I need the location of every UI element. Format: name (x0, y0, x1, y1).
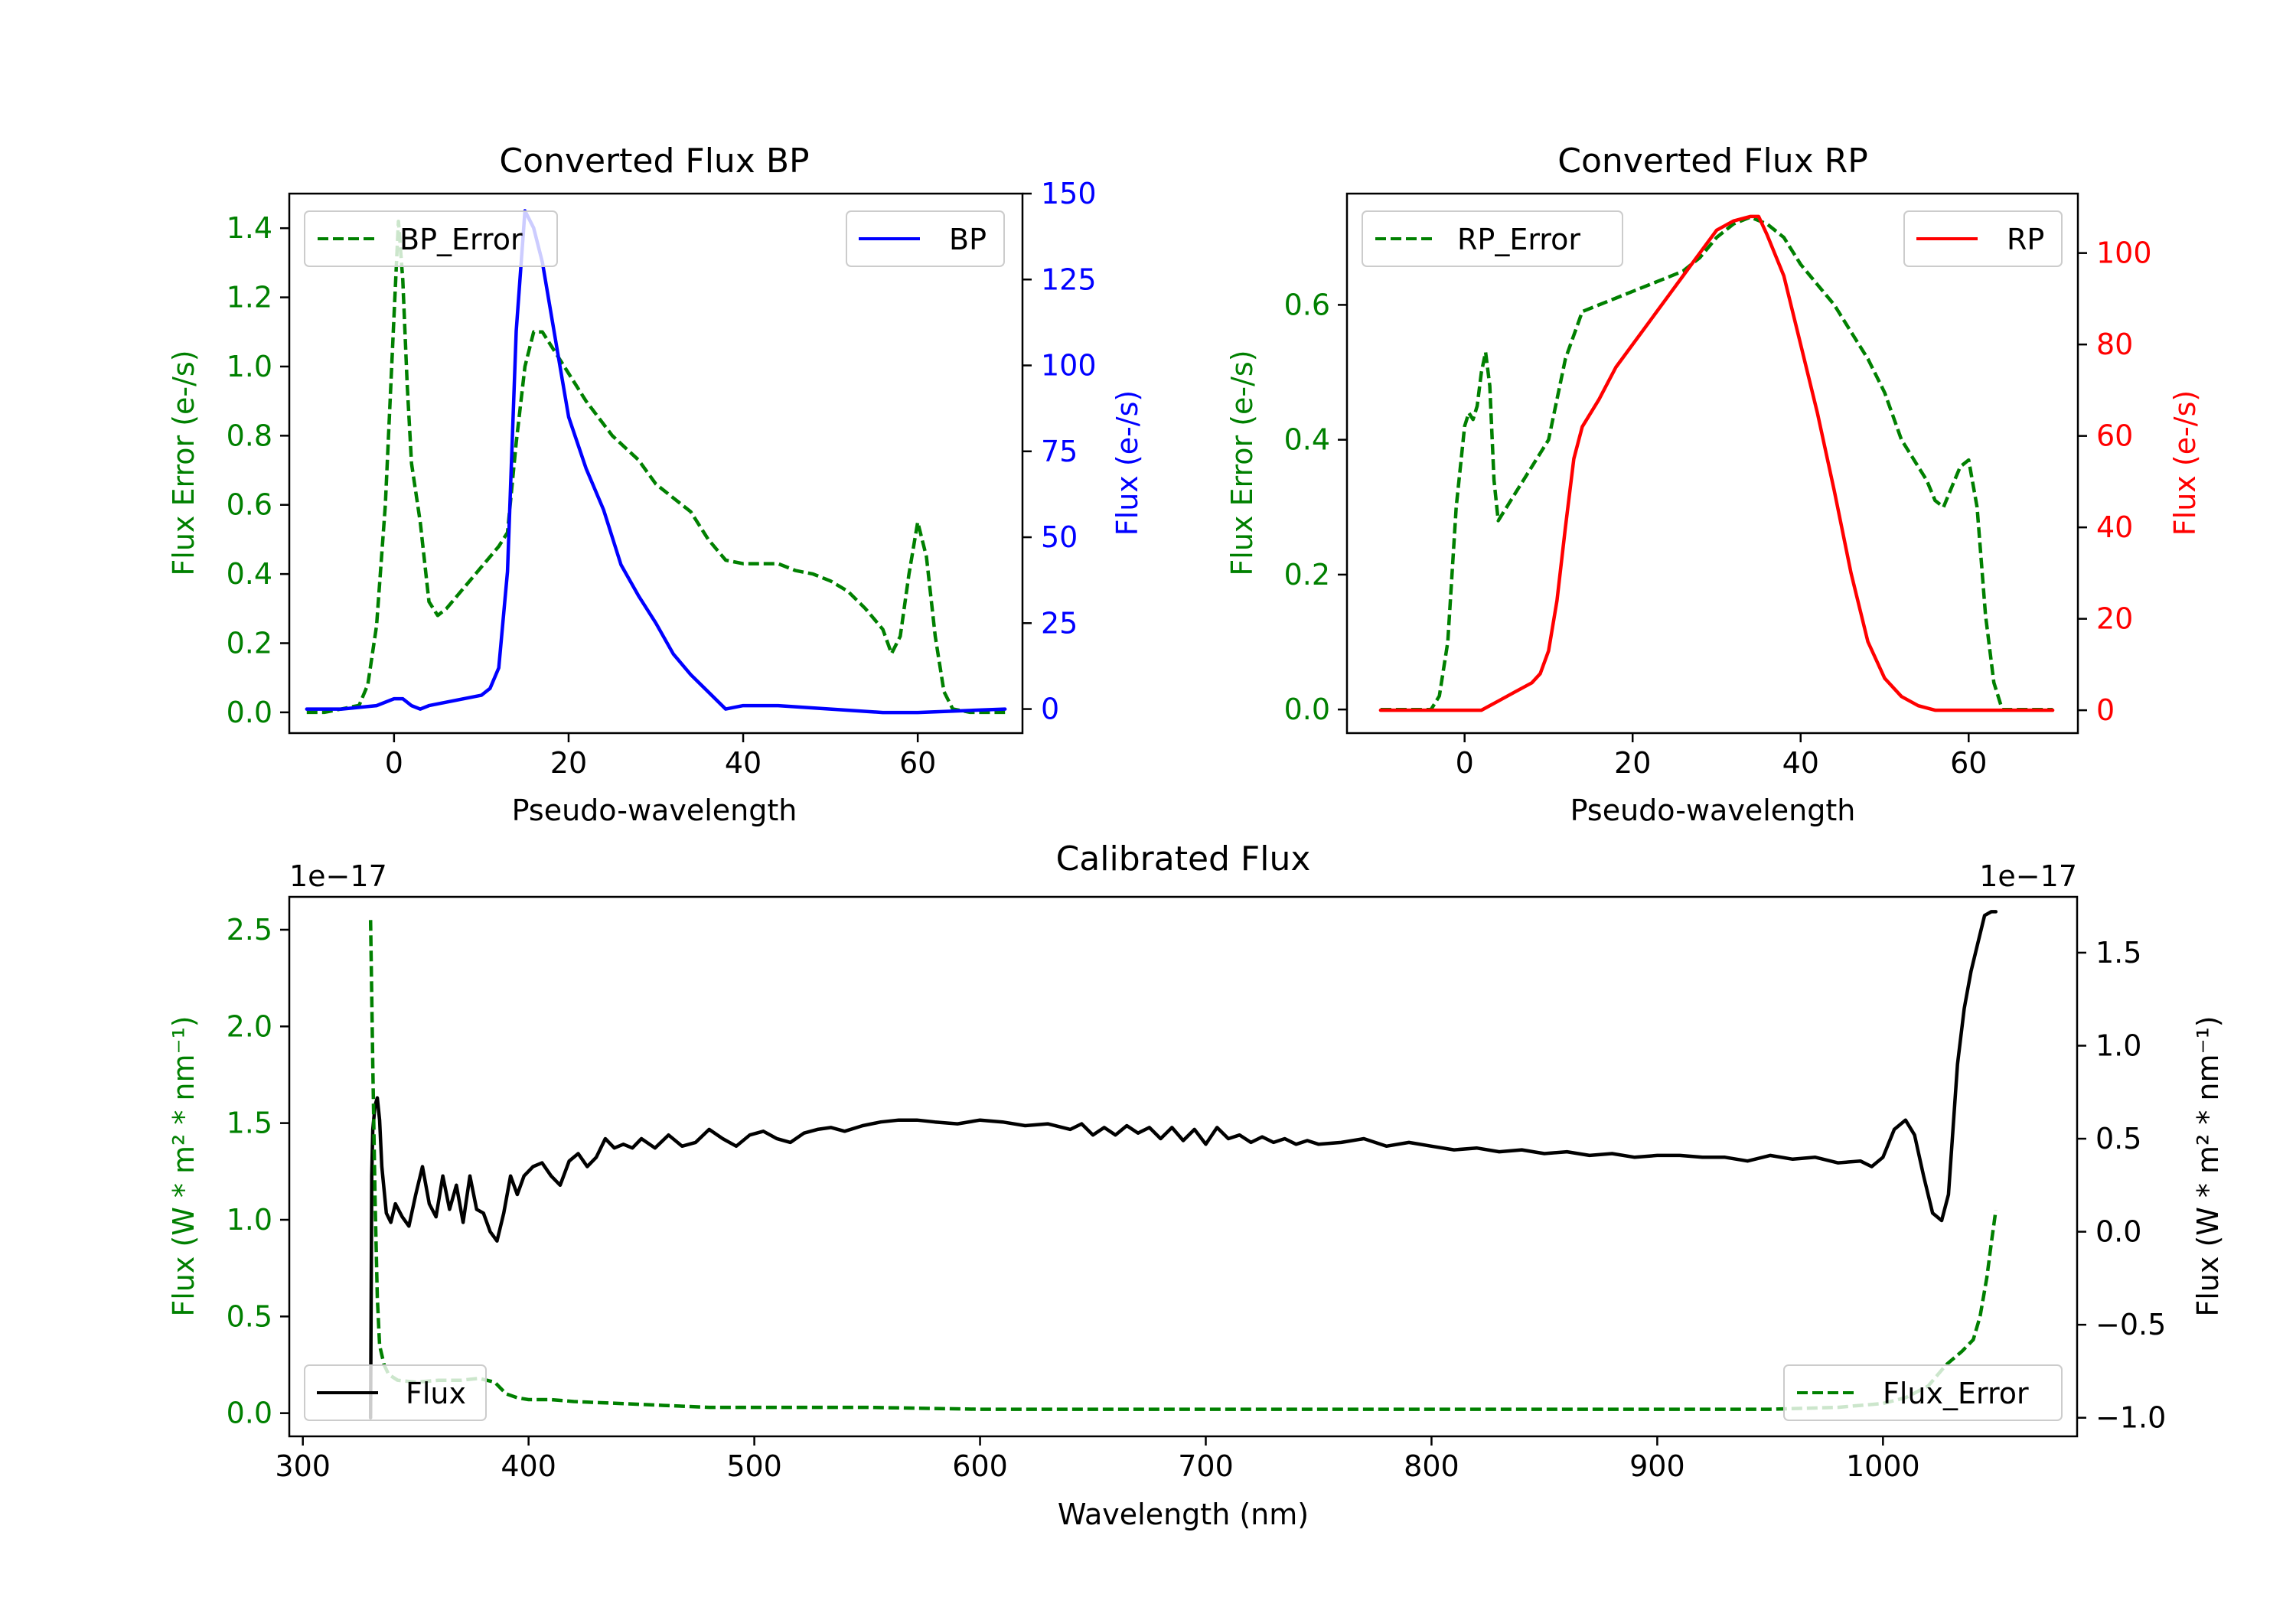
calibrated-ytick-right-label: 0.0 (2095, 1215, 2141, 1249)
calibrated-legend-flux-box (304, 1364, 487, 1421)
bp-ytick-left-label: 0.2 (227, 627, 272, 660)
calibrated-xtick-label: 800 (1404, 1449, 1459, 1483)
calibrated-offset-right: 1e−17 (1979, 859, 2077, 893)
bp-ytick-left-label: 0.4 (227, 557, 272, 591)
rp-ytick-left-label: 0.6 (1284, 288, 1330, 321)
rp-legend-flux: RP (1903, 210, 2063, 267)
rp-title: Converted Flux RP (1557, 142, 1868, 181)
bp-xtick-label: 40 (725, 746, 762, 780)
bp-series-bp-error (306, 219, 1006, 715)
bp-legend-flux: BP (846, 210, 1005, 267)
calibrated-legend-flux-label: Flux (406, 1377, 466, 1410)
panel-rp: Converted Flux RP 0 20 40 60 0.0 0.2 0.4 0.6 0 20… (1225, 142, 2202, 827)
calibrated-ytick-right-label: 1.5 (2095, 936, 2141, 970)
bp-ytick-right-label: 150 (1041, 177, 1097, 210)
bp-frame (288, 192, 1024, 735)
rp-ytick-right-label: 20 (2096, 602, 2133, 636)
calibrated-ylabel-left: Flux (W * m² * nm⁻¹) (167, 1015, 201, 1316)
calibrated-ytick-left-label: 0.0 (227, 1397, 272, 1430)
rp-ytick-right-label: 60 (2096, 419, 2133, 453)
calibrated-xlabel: Wavelength (nm) (1058, 1498, 1309, 1531)
rp-xtick-label: 60 (1950, 746, 1987, 780)
calibrated-ylabel-right: Flux (W * m² * nm⁻¹) (2191, 1015, 2225, 1316)
bp-legend-error: BP_Error (304, 210, 558, 267)
calibrated-ytick-right-label: 0.5 (2095, 1122, 2141, 1156)
bp-ytick-left-label: 1.0 (227, 350, 272, 383)
bp-legend-flux-box (846, 210, 1005, 267)
bp-ytick-right-label: 25 (1041, 606, 1078, 640)
bp-ytick-right-label: 75 (1041, 435, 1078, 468)
rp-legend-flux-box (1903, 210, 2063, 267)
calibrated-ytick-left-label: 2.5 (227, 913, 272, 947)
bp-ytick-left-label: 1.4 (227, 211, 272, 245)
rp-ytick-left-label: 0.0 (1284, 693, 1330, 726)
rp-ylabel-right: Flux (e-/s) (2168, 390, 2202, 536)
bp-legend-error-box (304, 210, 558, 267)
calibrated-xtick-label: 600 (952, 1449, 1008, 1483)
rp-legend-flux-label: RP (2007, 223, 2044, 256)
calibrated-xtick-label: 1000 (1846, 1449, 1920, 1483)
rp-ytick-left-label: 0.4 (1284, 423, 1330, 457)
bp-ytick-right-label: 125 (1041, 262, 1097, 296)
calibrated-xtick-label: 500 (726, 1449, 782, 1483)
calibrated-xtick-label: 700 (1178, 1449, 1234, 1483)
calibrated-xtick-label: 900 (1629, 1449, 1685, 1483)
rp-xtick-label: 20 (1614, 746, 1651, 780)
calibrated-ytick-left-label: 1.5 (227, 1107, 272, 1140)
rp-xlabel: Pseudo-wavelength (1570, 794, 1856, 827)
calibrated-xtick-label: 300 (275, 1449, 331, 1483)
rp-ytick-right-label: 40 (2096, 510, 2133, 544)
panel-calibrated: Calibrated Flux 1e−17 1e−17 300 400 500 600… (167, 839, 2225, 1531)
calibrated-title: Calibrated Flux (1056, 839, 1311, 878)
rp-xtick-label: 40 (1782, 746, 1819, 780)
calibrated-series-flux (368, 910, 1998, 1420)
rp-xtick-label: 0 (1456, 746, 1474, 780)
bp-xtick-label: 20 (550, 746, 587, 780)
rp-ytick-left-label: 0.2 (1284, 558, 1330, 592)
rp-series-rp-error (1380, 215, 2053, 712)
calibrated-frame (288, 895, 2079, 1438)
bp-ytick-left-label: 0.8 (227, 419, 272, 452)
rp-ytick-right-label: 0 (2096, 693, 2115, 727)
bp-legend-error-label: BP_Error (400, 223, 523, 256)
calibrated-offset-left: 1e−17 (289, 859, 387, 893)
bp-xlabel: Pseudo-wavelength (512, 794, 797, 827)
bp-ytick-left-label: 1.2 (227, 281, 272, 315)
bp-legend-flux-label: BP (949, 223, 987, 256)
bp-title: Converted Flux BP (499, 142, 809, 181)
calibrated-ytick-right-label: −0.5 (2095, 1308, 2166, 1341)
rp-legend-error-box (1362, 210, 1623, 267)
calibrated-ytick-left-label: 2.0 (227, 1009, 272, 1043)
calibrated-legend-error-box (1783, 1364, 2063, 1421)
rp-legend-error-label: RP_Error (1457, 223, 1580, 256)
rp-ytick-right-label: 80 (2096, 328, 2133, 361)
rp-ytick-right-label: 100 (2096, 236, 2152, 270)
bp-ytick-right-label: 50 (1041, 520, 1078, 554)
rp-frame (1345, 192, 2079, 735)
calibrated-ytick-left-label: 0.5 (227, 1299, 272, 1333)
bp-ytick-right-label: 0 (1041, 693, 1059, 726)
bp-ytick-left-label: 0.0 (227, 696, 272, 729)
bp-ytick-right-label: 100 (1041, 349, 1097, 383)
calibrated-legend-error-label: Flux_Error (1883, 1377, 2029, 1410)
rp-series-rp (1378, 214, 2055, 712)
rp-ylabel-left: Flux Error (e-/s) (1225, 350, 1259, 575)
calibrated-xtick-label: 400 (501, 1449, 556, 1483)
calibrated-ytick-right-label: 1.0 (2095, 1028, 2141, 1062)
calibrated-ytick-left-label: 1.0 (227, 1203, 272, 1237)
calibrated-ytick-right-label: −1.0 (2095, 1401, 2166, 1435)
panel-bp: Converted Flux BP 0 20 40 60 0.0 0.2 0.4 0.6 0.8… (167, 142, 1144, 827)
calibrated-legend-error: Flux_Error (1783, 1364, 2063, 1421)
calibrated-legend-flux: Flux (304, 1364, 487, 1421)
bp-ylabel-left: Flux Error (e-/s) (167, 350, 201, 575)
bp-ylabel-right: Flux (e-/s) (1110, 390, 1144, 536)
bp-ytick-left-label: 0.6 (227, 488, 272, 522)
rp-legend-error: RP_Error (1362, 210, 1623, 267)
bp-xtick-label: 60 (899, 746, 936, 780)
bp-xtick-label: 0 (385, 746, 403, 780)
bp-series-bp (305, 209, 1007, 715)
